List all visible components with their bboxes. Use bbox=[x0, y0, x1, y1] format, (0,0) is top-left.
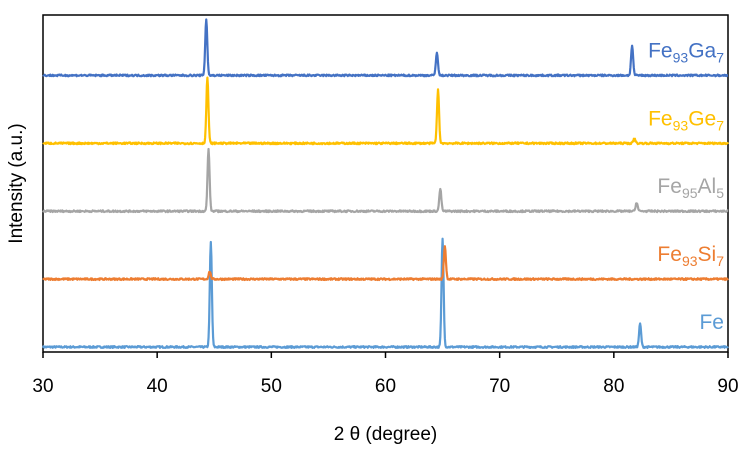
x-axis-title: 2 θ (degree) bbox=[334, 424, 438, 445]
series-label-fe93ge7: Fe93Ge7 bbox=[648, 107, 724, 133]
x-tick-label: 80 bbox=[603, 376, 624, 397]
x-tick-label: 40 bbox=[147, 376, 168, 397]
series-label-fe93si7: Fe93Si7 bbox=[657, 243, 724, 269]
series-line-fe bbox=[41, 237, 729, 349]
y-axis-title: Intensity (a.u.) bbox=[6, 123, 27, 243]
series-layer: Fe Fe93Si7 Fe95Al5 Fe93Ge7 Fe93Ga7 bbox=[41, 18, 729, 349]
x-axis-ticks: 30 40 50 60 70 80 90 bbox=[32, 352, 739, 397]
series-line-fe93ge7 bbox=[42, 76, 729, 146]
x-tick-label: 50 bbox=[261, 376, 282, 397]
series-line-fe93si7 bbox=[42, 245, 729, 282]
x-tick-label: 60 bbox=[375, 376, 396, 397]
x-tick-label: 30 bbox=[32, 376, 53, 397]
series-label-fe: Fe bbox=[699, 311, 724, 334]
series-label-fe95al5: Fe95Al5 bbox=[657, 175, 724, 201]
plot-area-frame bbox=[42, 14, 729, 353]
series-label-fe93ga7: Fe93Ga7 bbox=[648, 39, 724, 65]
series-line-fe93ga7 bbox=[42, 18, 729, 78]
x-tick-label: 90 bbox=[717, 376, 738, 397]
x-tick-label: 70 bbox=[489, 376, 510, 397]
series-line-fe95al5 bbox=[42, 147, 729, 214]
